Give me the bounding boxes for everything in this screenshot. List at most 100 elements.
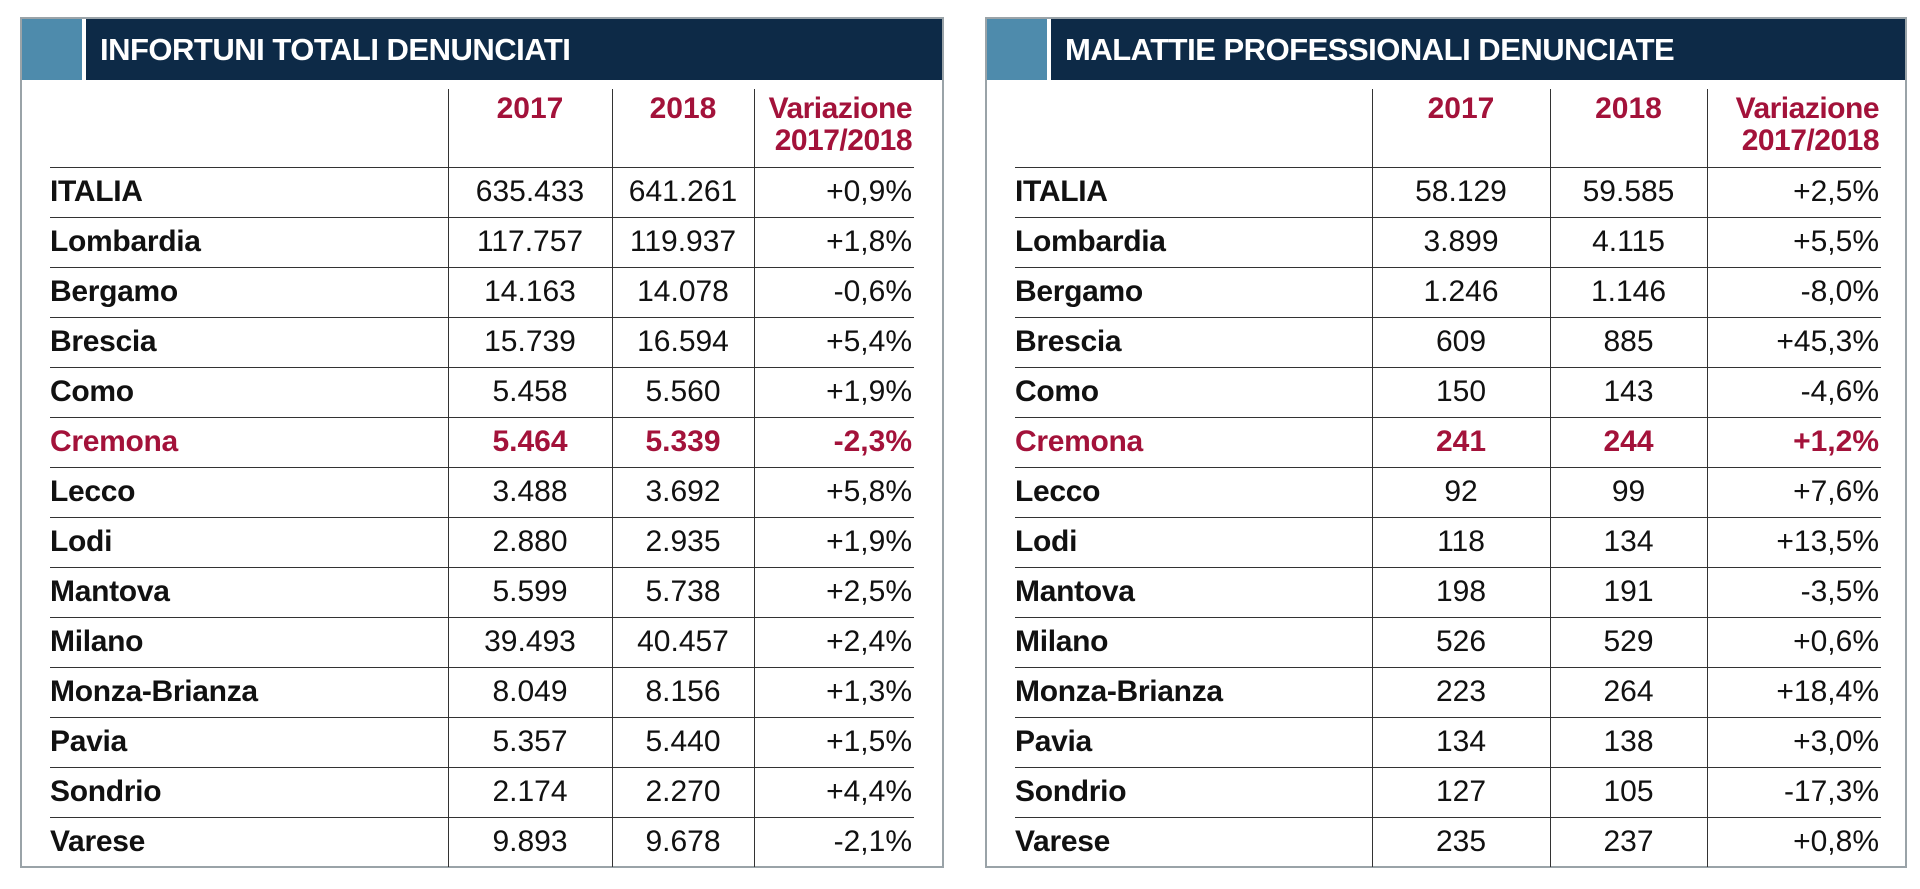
value-variation: -8,0% <box>1706 267 1881 318</box>
value-2018: 244 <box>1549 417 1707 468</box>
value-2017: 117.757 <box>447 217 612 268</box>
column-header-name <box>1015 89 1372 168</box>
table-row: Brescia 15.739 16.594 +5,4% <box>50 317 914 368</box>
value-variation: +5,8% <box>753 467 914 518</box>
value-2017: 3.899 <box>1371 217 1550 268</box>
value-2018: 14.078 <box>611 267 754 318</box>
value-2018: 59.585 <box>1549 167 1707 218</box>
table-row: Lodi 2.880 2.935 +1,9% <box>50 517 914 568</box>
value-2017: 5.458 <box>447 367 612 418</box>
column-header-variation: Variazione 2017/2018 <box>753 89 914 168</box>
row-name: Sondrio <box>50 767 448 818</box>
row-name: Pavia <box>50 717 448 768</box>
table-row: Varese 235 237 +0,8% <box>1015 817 1881 867</box>
table-row: Bergamo 14.163 14.078 -0,6% <box>50 267 914 318</box>
value-variation: +1,3% <box>753 667 914 718</box>
table-row: Milano 39.493 40.457 +2,4% <box>50 617 914 668</box>
value-variation: +5,4% <box>753 317 914 368</box>
panel-title: MALATTIE PROFESSIONALI DENUNCIATE <box>1065 32 1675 67</box>
table-row: Mantova 5.599 5.738 +2,5% <box>50 567 914 618</box>
table-row: Lecco 92 99 +7,6% <box>1015 467 1881 518</box>
value-2018: 1.146 <box>1549 267 1707 318</box>
column-header-2018: 2018 <box>611 89 754 168</box>
value-2017: 241 <box>1371 417 1550 468</box>
row-name: ITALIA <box>50 167 448 218</box>
row-name: Lombardia <box>1015 217 1372 268</box>
row-name: Monza-Brianza <box>50 667 448 718</box>
table-row: ITALIA 635.433 641.261 +0,9% <box>50 167 914 218</box>
value-variation: +2,5% <box>753 567 914 618</box>
column-header-name <box>50 89 448 168</box>
value-2017: 58.129 <box>1371 167 1550 218</box>
value-2017: 134 <box>1371 717 1550 768</box>
value-2017: 8.049 <box>447 667 612 718</box>
infortuni-panel: INFORTUNI TOTALI DENUNCIATI 2017 2018 Va… <box>20 17 944 868</box>
table-row: Milano 526 529 +0,6% <box>1015 617 1881 668</box>
value-2017: 9.893 <box>447 817 612 867</box>
value-2018: 641.261 <box>611 167 754 218</box>
malattie-panel: MALATTIE PROFESSIONALI DENUNCIATE 2017 2… <box>985 17 1907 868</box>
panel-header: MALATTIE PROFESSIONALI DENUNCIATE <box>987 19 1905 80</box>
value-variation: +0,6% <box>1706 617 1881 668</box>
table-header-row: 2017 2018 Variazione 2017/2018 <box>1015 89 1881 168</box>
row-name: Lecco <box>1015 467 1372 518</box>
row-name: Lodi <box>1015 517 1372 568</box>
value-variation: +18,4% <box>1706 667 1881 718</box>
value-variation: +1,9% <box>753 517 914 568</box>
table-row: Como 150 143 -4,6% <box>1015 367 1881 418</box>
value-2018: 529 <box>1549 617 1707 668</box>
value-variation: +5,5% <box>1706 217 1881 268</box>
row-name: Varese <box>50 825 145 858</box>
value-2018: 885 <box>1549 317 1707 368</box>
value-variation: -17,3% <box>1706 767 1881 818</box>
value-2018: 264 <box>1549 667 1707 718</box>
value-variation: -0,6% <box>753 267 914 318</box>
row-name: Como <box>1015 367 1372 418</box>
value-variation: +1,5% <box>753 717 914 768</box>
value-2017: 15.739 <box>447 317 612 368</box>
table-row: Mantova 198 191 -3,5% <box>1015 567 1881 618</box>
table-row: Monza-Brianza 223 264 +18,4% <box>1015 667 1881 718</box>
malattie-table: 2017 2018 Variazione 2017/2018 ITALIA 58.1… <box>1015 89 1881 867</box>
value-2018: 9.678 <box>611 817 754 867</box>
table-row: Como 5.458 5.560 +1,9% <box>50 367 914 418</box>
value-variation: -4,6% <box>1706 367 1881 418</box>
value-2017: 1.246 <box>1371 267 1550 318</box>
table-row: Varese 9.893 9.678 -2,1% <box>50 817 914 867</box>
value-2018: 105 <box>1549 767 1707 818</box>
header-accent-block <box>987 19 1047 80</box>
row-name: Brescia <box>50 317 448 368</box>
value-variation: -2,3% <box>753 417 914 468</box>
table-row: Cremona 241 244 +1,2% <box>1015 417 1881 468</box>
table-row: Cremona 5.464 5.339 -2,3% <box>50 417 914 468</box>
row-name: Como <box>50 367 448 418</box>
row-name: Monza-Brianza <box>1015 667 1372 718</box>
value-2017: 5.464 <box>447 417 612 468</box>
row-name: Bergamo <box>1015 267 1372 318</box>
table-row: Sondrio 2.174 2.270 +4,4% <box>50 767 914 818</box>
value-2018: 191 <box>1549 567 1707 618</box>
value-2017: 235 <box>1371 817 1550 867</box>
row-name: Brescia <box>1015 317 1372 368</box>
value-2017: 2.174 <box>447 767 612 818</box>
value-2018: 2.270 <box>611 767 754 818</box>
value-2017: 127 <box>1371 767 1550 818</box>
value-2017: 2.880 <box>447 517 612 568</box>
table-row: ITALIA 58.129 59.585 +2,5% <box>1015 167 1881 218</box>
value-2018: 143 <box>1549 367 1707 418</box>
variation-header-line2: 2017/2018 <box>1741 124 1880 157</box>
table-row: Pavia 5.357 5.440 +1,5% <box>50 717 914 768</box>
value-2018: 5.560 <box>611 367 754 418</box>
table-row: Lecco 3.488 3.692 +5,8% <box>50 467 914 518</box>
value-2017: 118 <box>1371 517 1550 568</box>
value-2018: 99 <box>1549 467 1707 518</box>
value-2018: 5.738 <box>611 567 754 618</box>
row-name: Mantova <box>1015 567 1372 618</box>
value-2017: 635.433 <box>447 167 612 218</box>
row-name: Sondrio <box>1015 767 1372 818</box>
value-2018: 8.156 <box>611 667 754 718</box>
row-name: Mantova <box>50 567 448 618</box>
value-2018: 2.935 <box>611 517 754 568</box>
row-name: Cremona <box>1015 417 1372 468</box>
value-variation: +2,4% <box>753 617 914 668</box>
